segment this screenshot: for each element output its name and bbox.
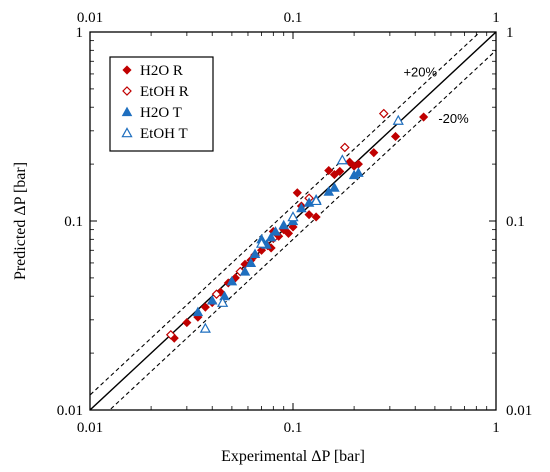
h2o-t-point [206,294,218,305]
h2o-t-point [192,306,204,317]
y-right-tick-label: 1 [506,25,514,41]
legend-marker-etoh-r [122,86,132,96]
h2o-t-point [278,219,289,230]
x-tick-label: 0.1 [284,420,303,436]
h2o-r-point [292,188,302,198]
lower-reference-line [108,49,496,410]
h2o-t-point [329,182,340,192]
x-tick-label: 1 [492,420,500,436]
annotations: +20% -20% [403,65,469,126]
x-tick-label: 0.01 [77,420,103,436]
h2o-t-point [353,167,364,177]
x-top-tick-label: 0.01 [77,10,103,26]
etoh-r-point [378,108,389,119]
legend-label-etoh-r: EtOH R [140,84,189,100]
h2o-r-point [369,148,379,158]
legend-marker-h2o-t [121,106,133,117]
h2o-r-point [324,165,334,176]
x-top-tick-label: 0.1 [284,10,303,26]
h2o-t-point [270,226,281,236]
annotation-label: +20% [403,65,437,80]
y-right-tick-label: 0.1 [506,214,525,230]
etoh-r-point [339,142,350,153]
h2o-r-point [182,318,192,328]
h2o-r-point [335,166,345,176]
upper-reference-line [90,32,481,396]
h2o-t-point [265,231,277,242]
legend-label-h2o-t: H2O T [140,105,182,121]
h2o-t-point [245,257,257,268]
etoh-t-point [310,194,322,206]
h2o-r-point [304,210,314,220]
legend-marker-etoh-t [121,127,133,138]
annotation-label: -20% [438,111,469,126]
h2o-r-point [390,131,401,142]
etoh-t-point [336,154,348,165]
etoh-t-point [392,114,404,125]
legend-marker-h2o-r [122,65,132,75]
x-top-tick-label: 1 [492,10,500,26]
legend-label-etoh-t: EtOH T [140,126,188,142]
etoh-t-point [199,322,211,333]
y-axis-title: Predicted ΔP [bar] [12,162,29,280]
data-points [165,108,429,343]
etoh-t-point [255,237,268,248]
h2o-t-point [249,248,261,258]
y-tick-label: 1 [76,25,84,41]
h2o-r-point [200,302,210,312]
h2o-t-point [296,202,307,213]
legend: H2O R EtOH R H2O T EtOH T [109,56,214,152]
etoh-r-point [165,329,176,340]
y-tick-label: 0.01 [57,403,83,419]
h2o-r-point [283,228,294,238]
h2o-r-point [311,212,321,222]
h2o-r-point [419,112,429,122]
h2o-t-point [239,266,251,276]
y-right-tick-label: 0.01 [506,403,532,419]
etoh-t-point [216,296,229,307]
etoh-t-point [287,211,299,222]
x-axis-title: Experimental ΔP [bar] [221,448,365,465]
h2o-t-point [226,275,238,286]
axis-ticks [89,31,497,411]
y-tick-label: 0.1 [64,214,83,230]
legend-label-h2o-r: H2O R [140,63,183,79]
etoh-r-point [211,289,222,300]
